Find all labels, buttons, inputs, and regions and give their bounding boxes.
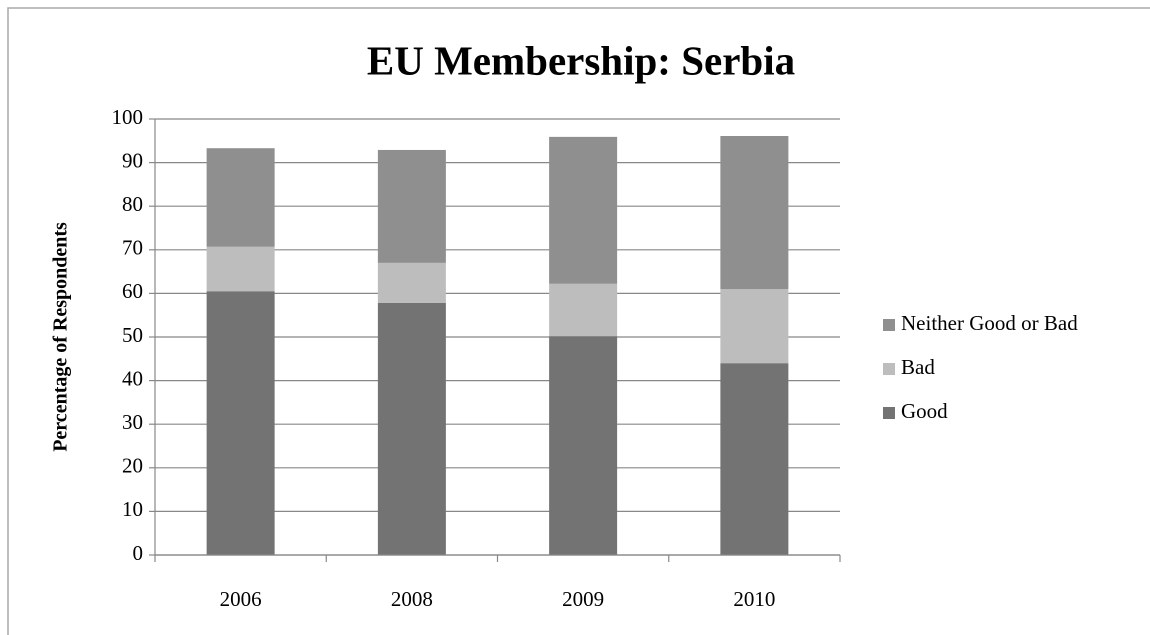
bar-segment (720, 363, 789, 555)
bar-segment (206, 246, 275, 292)
bar-segment (720, 289, 789, 364)
y-tick-label: 50 (122, 323, 143, 347)
bar-segment (720, 136, 789, 290)
y-tick-label: 0 (133, 541, 144, 565)
y-tick-label: 10 (122, 497, 143, 521)
bar-segment (377, 149, 446, 263)
y-tick-label: 90 (122, 148, 143, 172)
bar-segment (206, 148, 275, 247)
x-tick-label: 2009 (562, 587, 604, 611)
chart-title: EU Membership: Serbia (367, 37, 795, 83)
legend-label: Neither Good or Bad (901, 311, 1078, 335)
y-axis-label: Percentage of Respondents (50, 222, 72, 452)
bar-segment (549, 336, 618, 555)
y-tick-label: 40 (122, 366, 143, 390)
y-tick-label: 20 (122, 454, 143, 478)
y-tick-label: 80 (122, 192, 143, 216)
x-tick-label: 2008 (391, 587, 433, 611)
x-tick-label: 2010 (733, 587, 775, 611)
legend-swatch (883, 319, 895, 331)
bar-segment (377, 262, 446, 303)
y-tick-label: 100 (112, 105, 144, 129)
legend-swatch (883, 407, 895, 419)
frame (7, 7, 1150, 635)
bar-segment (549, 283, 618, 337)
bar-segment (549, 136, 618, 284)
legend-label: Good (901, 399, 948, 423)
y-tick-label: 70 (122, 236, 143, 260)
bar-segment (206, 291, 275, 555)
legend-swatch (883, 363, 895, 375)
y-tick-label: 30 (122, 410, 143, 434)
bar-segment (377, 302, 446, 555)
legend-label: Bad (901, 355, 935, 379)
y-tick-label: 60 (122, 279, 143, 303)
x-tick-label: 2006 (220, 587, 262, 611)
